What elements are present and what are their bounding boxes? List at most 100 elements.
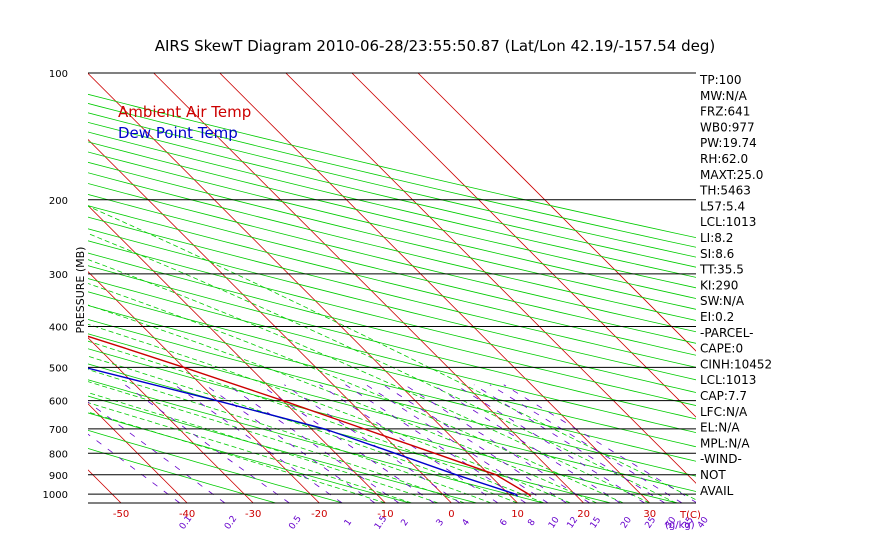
bottom-temp-tick-label: -10 — [377, 509, 393, 520]
dry-adiabat-line — [88, 131, 696, 278]
stat-item: SI:8.6 — [700, 247, 734, 261]
dry-adiabat-line — [88, 291, 696, 448]
mixing-ratio-label: 8 — [526, 517, 538, 528]
stat-item: TH:5463 — [699, 184, 751, 198]
dry-adiabat-line — [88, 305, 696, 462]
isotherm-line — [219, 73, 651, 503]
isotherm-line — [285, 73, 696, 484]
mixing-ratio-label: 10 — [547, 515, 562, 530]
mixing-ratio-label: 20 — [619, 515, 634, 530]
moist-adiabat-line — [88, 205, 696, 501]
mixing-ratio-label: 3 — [435, 518, 446, 528]
dry-adiabat-line — [88, 216, 696, 368]
stat-item: MPL:N/A — [700, 436, 750, 450]
moist-adiabat-line — [88, 283, 624, 503]
dry-adiabat-line — [88, 228, 696, 381]
bottom-temp-tick-label: -50 — [113, 509, 129, 520]
mixing-ratio-line — [404, 384, 590, 503]
bottom-temp-tick-label: -30 — [245, 509, 261, 520]
dry-adiabat-line — [88, 333, 696, 492]
pressure-tick-label: 100 — [49, 69, 68, 80]
stat-item: WB0:977 — [700, 120, 755, 134]
dry-adiabat-line — [88, 161, 696, 310]
mixing-ratio-label: 0.5 — [287, 514, 303, 531]
pressure-tick-label: 600 — [49, 397, 68, 408]
mixing-ratio-line — [88, 401, 226, 503]
stat-item: EL:N/A — [700, 421, 740, 435]
mixing-ratio-line — [503, 384, 696, 503]
moist-adiabat-line — [88, 233, 677, 503]
mixing-ratio-label: 6 — [499, 517, 511, 528]
mixing-ratio-label: 15 — [589, 515, 604, 530]
stat-item: TT:35.5 — [699, 263, 744, 277]
legend-ambient-air-temp: Ambient Air Temp — [118, 103, 251, 121]
dry-adiabat-line — [88, 278, 696, 434]
moist-adiabat-line — [88, 411, 386, 503]
chart-title: AIRS SkewT Diagram 2010-06-28/23:55:50.8… — [155, 37, 716, 55]
x-axis-label: T(C) — [679, 510, 701, 521]
ambient-air-temp-line — [88, 335, 532, 497]
mixing-ratio-label: 2 — [400, 518, 411, 528]
stat-item: CINH:10452 — [700, 357, 772, 371]
dry-adiabat-line — [88, 348, 678, 503]
stat-item: PW:19.74 — [700, 136, 757, 150]
moist-adiabat-line — [88, 392, 439, 503]
stat-item: -PARCEL- — [700, 326, 754, 340]
mixing-ratio-line — [227, 384, 400, 503]
dry-adiabat-line — [88, 121, 696, 268]
stat-item: -WIND- — [700, 452, 742, 466]
stat-item: TP:100 — [699, 73, 742, 87]
stat-item: LCL:1013 — [700, 373, 756, 387]
pressure-tick-label: 700 — [49, 425, 68, 436]
pressure-tick-label: 900 — [49, 471, 68, 482]
bottom-temp-tick-label: 0 — [448, 509, 454, 520]
mixing-ratio-label: 4 — [461, 517, 473, 528]
pressure-tick-label: 400 — [49, 323, 68, 334]
pressure-tick-label: 500 — [49, 363, 68, 374]
dry-adiabat-line — [88, 151, 696, 299]
dry-adiabat-line — [88, 319, 696, 477]
bottom-temp-tick-label: -20 — [311, 509, 327, 520]
dew-point-temp-line — [88, 367, 519, 497]
y-axis-label: PRESSURE (MB) — [74, 247, 87, 334]
moist-adiabat-line — [88, 259, 650, 503]
isotherm-line — [88, 403, 188, 503]
isotherm-line — [88, 469, 122, 503]
stat-item: AVAIL — [700, 484, 734, 498]
stat-item: EI:0.2 — [700, 310, 734, 324]
stat-item: LI:8.2 — [700, 231, 733, 245]
stat-item: NOT — [700, 468, 726, 482]
mixing-ratio-line — [365, 384, 549, 503]
pressure-tick-label: 200 — [49, 196, 68, 207]
stat-item: KI:290 — [700, 278, 738, 292]
stat-item: FRZ:641 — [700, 105, 750, 119]
dry-adiabat-line — [88, 240, 696, 393]
dry-adiabat-line — [88, 141, 696, 289]
profiles — [88, 335, 532, 497]
stat-item: MAXT:25.0 — [700, 168, 763, 182]
stat-item: LFC:N/A — [700, 405, 748, 419]
pressure-tick-label: 300 — [49, 270, 68, 281]
dry-adiabat-line — [88, 205, 696, 356]
mixing-ratio-line — [473, 384, 665, 503]
dry-adiabat-line — [88, 194, 696, 344]
dry-adiabat-line — [88, 112, 696, 258]
bottom-temp-tick-label: 10 — [511, 509, 524, 520]
dry-adiabat-line — [88, 429, 343, 503]
stat-item: LCL:1013 — [700, 215, 756, 229]
moist-adiabat-line — [88, 323, 571, 503]
stat-item: MW:N/A — [700, 89, 748, 103]
mixing-ratio-line — [88, 433, 181, 503]
stat-item: RH:62.0 — [700, 152, 748, 166]
mixing-ratio-unit: (g/kg) — [665, 520, 695, 531]
mixing-ratio-label: 0.2 — [223, 514, 239, 531]
bottom-temp-tick-label: 30 — [643, 509, 656, 520]
mixing-ratio-label: 1 — [343, 518, 354, 528]
legend-dew-point-temp: Dew Point Temp — [118, 124, 238, 142]
plot-grid — [88, 73, 696, 503]
dry-adiabat-line — [88, 172, 696, 321]
dry-adiabat-line — [88, 379, 544, 503]
dry-adiabat-line — [88, 252, 696, 406]
